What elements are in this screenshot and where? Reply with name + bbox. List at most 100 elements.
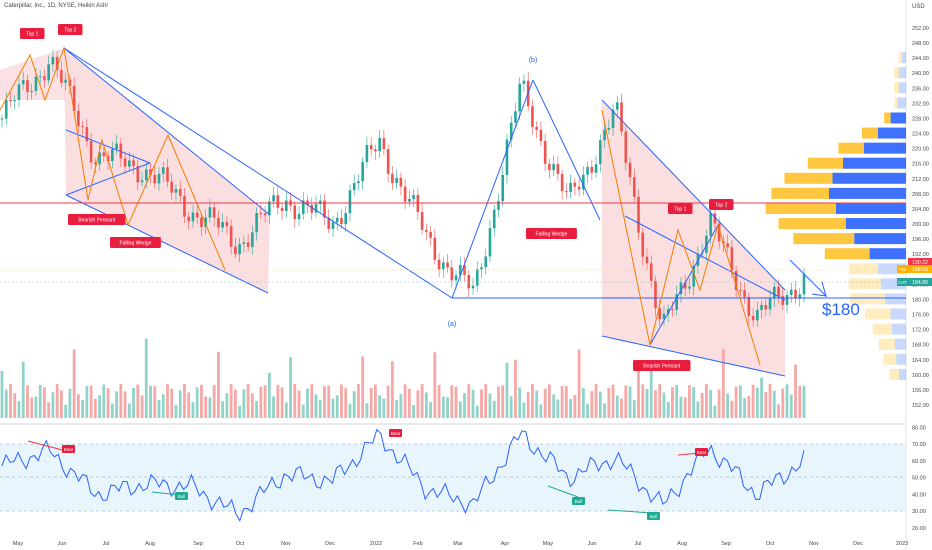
volume-bar — [233, 389, 237, 418]
volume-bar — [382, 398, 386, 418]
volume-bar — [590, 391, 594, 418]
candle-body — [632, 177, 636, 197]
volume-bar — [76, 394, 80, 418]
candle-body — [276, 195, 280, 208]
volume-bar — [212, 385, 216, 418]
candle-body — [637, 196, 640, 233]
candle-body — [565, 191, 568, 193]
price-tick-label: 224.00 — [912, 132, 929, 138]
volume-profile-row — [848, 278, 881, 290]
volume-bar — [26, 385, 29, 418]
candle-body — [446, 262, 449, 268]
volume-bar — [768, 384, 772, 418]
candle-body — [764, 304, 768, 310]
volume-bar — [106, 388, 110, 418]
volume-bar — [0, 371, 4, 418]
time-axis[interactable]: May Jun Jul Aug Sep Oct Nov Dec 2022 Feb Mar Apr May… — [13, 541, 908, 547]
pennant-upper-line-1 — [65, 129, 151, 164]
rsi-signal-label: Bull — [178, 494, 186, 499]
volume-bar — [208, 397, 212, 418]
candle-body — [509, 122, 513, 140]
candle-body — [272, 195, 275, 202]
candle-body — [382, 138, 386, 150]
volume-profile-row — [849, 293, 885, 305]
candle-body — [263, 213, 267, 216]
price-tick-label: 156.00 — [912, 388, 929, 394]
candle-body — [51, 56, 55, 65]
candle-body — [234, 246, 237, 255]
time-tick-label: Oct — [766, 541, 775, 547]
channel-upper-line-2 — [601, 99, 786, 291]
volume-bar — [259, 386, 263, 418]
candle-body — [603, 129, 606, 141]
candle-body — [357, 181, 360, 184]
annotation-label: Falling Wedge — [120, 241, 152, 247]
chart-title: Caterpillar, Inc., 1D, NYSE, Heikin Ashi — [4, 3, 108, 9]
pennant-line-2 — [649, 224, 719, 346]
candle-body — [751, 316, 755, 321]
candle-body — [280, 207, 284, 212]
candle-body — [102, 152, 106, 157]
candle-body — [204, 217, 207, 227]
volume-bar — [717, 389, 721, 418]
candle-body — [115, 143, 118, 150]
price-tick-label: 248.00 — [912, 41, 929, 47]
volume-bar — [450, 385, 454, 418]
volume-bar — [149, 385, 152, 418]
price-tick-label: 152.00 — [912, 403, 929, 409]
candle-body — [713, 213, 717, 224]
volume-bar — [178, 390, 182, 418]
volume-bar — [348, 403, 352, 418]
volume-profile-row — [784, 172, 833, 184]
price-label: 188.03 — [912, 267, 928, 273]
candle-body — [412, 194, 415, 200]
candle-body — [327, 217, 331, 229]
candle-body — [318, 200, 322, 205]
price-tick-label: 204.00 — [912, 207, 929, 213]
volume-bar — [734, 386, 738, 418]
rsi-line — [1, 428, 805, 522]
candle-body — [658, 308, 662, 320]
time-tick-label: 2023 — [896, 541, 908, 547]
candle-body — [552, 164, 555, 171]
volume-bar — [700, 392, 704, 418]
candle-body — [709, 213, 712, 236]
volume-profile-row — [880, 278, 906, 290]
volume-bar — [89, 385, 93, 418]
volume-bar — [501, 385, 505, 418]
volume-bar — [331, 398, 335, 418]
candle-body — [55, 56, 59, 71]
candle-body — [480, 267, 483, 270]
candle-body — [433, 237, 437, 260]
volume-bar — [386, 385, 390, 418]
volume-bar — [221, 401, 225, 418]
candle-body — [611, 109, 615, 128]
rsi-tick-label: 70.00 — [912, 442, 926, 448]
volume-bar — [467, 384, 471, 418]
candle-body — [365, 145, 369, 163]
candle-body — [123, 158, 127, 167]
price-axis[interactable]: 252.00 248.00 244.00 240.00 236.00 232.00 228.… — [912, 26, 929, 409]
price-tick-label: 160.00 — [912, 373, 929, 379]
rsi-divergence-5 — [607, 509, 653, 514]
price-tick-label: 172.00 — [912, 328, 929, 334]
volume-bar — [488, 393, 492, 418]
candle-body — [726, 243, 729, 248]
volume-bar — [441, 396, 445, 418]
candle-body — [492, 209, 496, 229]
price-tag: Pre — [899, 267, 907, 272]
volume-bar — [454, 386, 458, 418]
rsi-axis[interactable]: 80.00 70.00 60.00 50.00 40.00 30.00 20.00 — [912, 425, 926, 532]
candle-body — [89, 141, 93, 163]
price-tick-label: 176.00 — [912, 313, 929, 319]
volume-bar — [649, 370, 653, 418]
candle-body — [94, 162, 97, 165]
rsi-signal-bg — [572, 497, 585, 505]
volume-profile-row — [864, 142, 906, 154]
volume-profile-row — [889, 368, 899, 380]
candle-body — [195, 212, 199, 218]
volume-bar — [229, 384, 233, 418]
volume-bar — [696, 401, 700, 418]
candle-body — [225, 222, 229, 227]
